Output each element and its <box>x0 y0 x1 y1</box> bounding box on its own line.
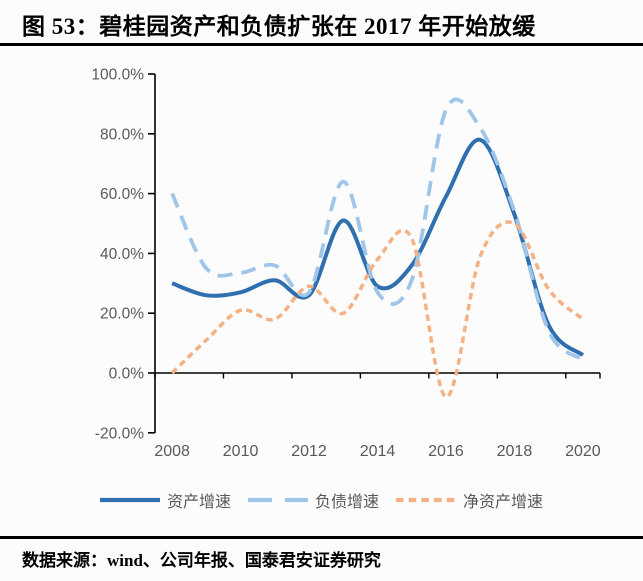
y-tick-label: 100.0% <box>91 67 144 84</box>
legend-swatch-liability-growth <box>247 497 308 503</box>
y-tick-label: 40.0% <box>100 246 144 263</box>
asset-growth-line <box>171 137 585 357</box>
legend-label-liability-growth: 负债增速 <box>314 494 379 511</box>
x-tick-label: 2012 <box>291 443 327 460</box>
legend-label-net-asset-growth: 净资产增速 <box>463 494 544 511</box>
figure-title: 图 53：碧桂园资产和负债扩张在 2017 年开始放缓 <box>22 14 536 39</box>
net-asset-growth-line <box>170 220 585 399</box>
legend-label-asset-growth: 资产增速 <box>166 494 231 511</box>
x-tick-label: 2010 <box>223 443 259 460</box>
legend-swatch-asset-growth <box>99 497 160 503</box>
legend-item-liability-growth: 负债增速 <box>247 488 379 512</box>
y-tick-label: -20.0% <box>95 425 144 442</box>
y-tick-label: 20.0% <box>100 306 144 323</box>
x-tick-label: 2016 <box>428 443 464 460</box>
legend-item-asset-growth: 资产增速 <box>99 488 231 512</box>
y-tick-label: 0.0% <box>109 366 145 383</box>
data-source: 数据来源：wind、公司年报、国泰君安证券研究 <box>22 551 381 570</box>
chart-legend: 资产增速 负债增速 净资产增速 <box>0 486 643 514</box>
legend-swatch-net-asset-growth <box>396 497 456 503</box>
y-tick-label: 80.0% <box>100 126 144 143</box>
x-tick-label: 2008 <box>154 443 190 460</box>
liability-growth-line <box>170 97 585 362</box>
x-tick-label: 2014 <box>360 443 396 460</box>
x-tick-label: 2020 <box>565 443 601 460</box>
title-rule <box>0 43 643 46</box>
footer-rule <box>0 536 643 539</box>
y-tick-label: 60.0% <box>100 186 144 203</box>
legend-item-net-asset-growth: 净资产增速 <box>396 488 543 512</box>
x-tick-label: 2018 <box>497 443 533 460</box>
